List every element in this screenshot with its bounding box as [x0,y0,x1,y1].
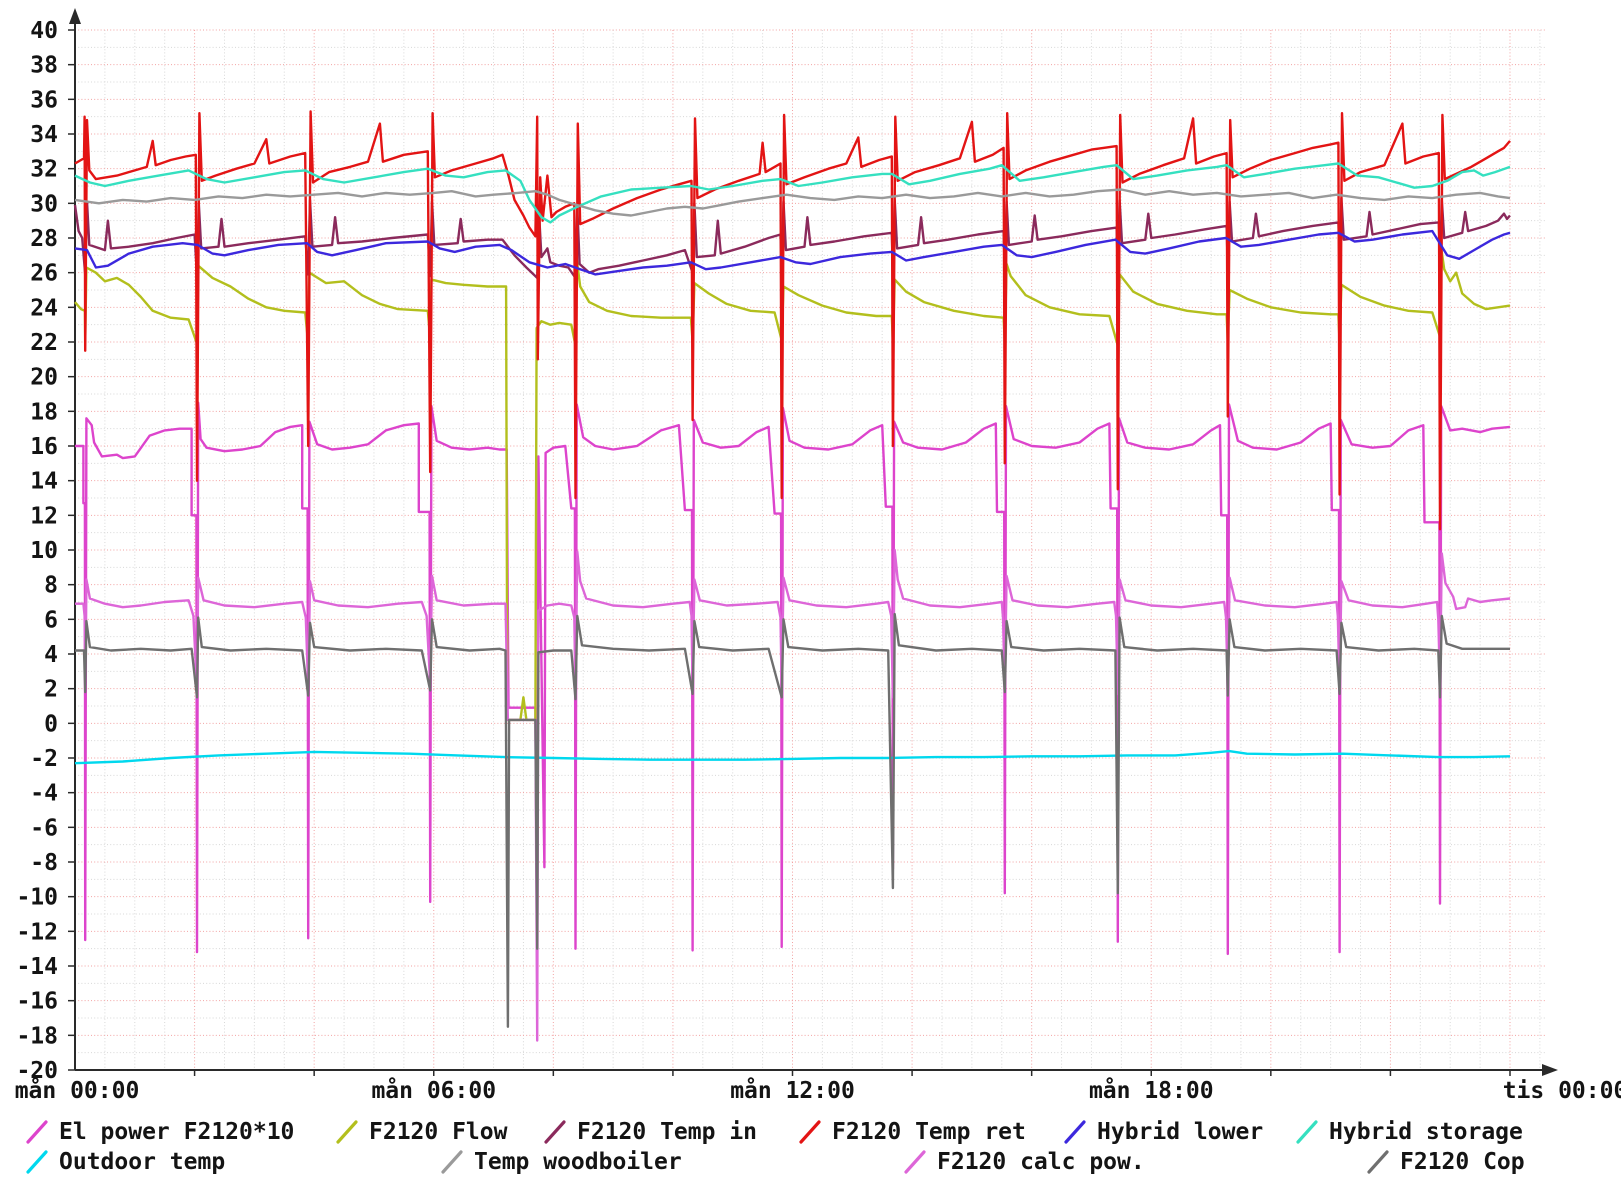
x-tick-label: mån 12:00 [730,1077,855,1104]
legend-item-outdoor_temp: Outdoor temp [25,1147,225,1177]
y-tick-label: 24 [30,295,58,321]
y-tick-label: 2 [44,677,58,703]
grid-minor [75,30,1545,1070]
series-flow [74,250,1511,722]
legend-label: F2120 Temp in [577,1119,758,1145]
y-tick-label: -8 [30,850,58,876]
legend-swatch-icon [26,1150,48,1174]
y-tick-label: 6 [44,607,58,633]
series-temp_ret [74,110,1511,531]
legend-swatch-icon [904,1150,926,1174]
legend-label: Hybrid lower [1097,1119,1264,1145]
y-tick-label: -12 [16,919,58,945]
x-tick-label: tis 00:00 [1503,1078,1621,1104]
legend-label: Outdoor temp [59,1149,226,1175]
y-tick-labels: 4038363432302826242220181614121086420-2-… [16,18,58,1084]
legend-label: F2120 Temp ret [832,1119,1026,1145]
y-tick-label: -14 [16,954,58,980]
y-tick-label: -10 [16,885,58,911]
y-tick-label: 0 [44,711,58,737]
series-el_power [75,401,1511,968]
x-tick-labels: mån 00:00 mån 06:00 mån 12:00 mån 18:00 tis … [15,1077,1621,1104]
series-outdoor_temp [74,749,1511,765]
y-tick-label: 30 [30,191,58,217]
legend-label: El power F2120*10 [59,1119,295,1145]
y-tick-label: 16 [30,434,58,460]
y-tick-label: 34 [30,122,58,148]
series-temp_in [73,196,1511,280]
y-tick-label: 4 [44,642,58,668]
y-tick-label: 8 [44,573,58,599]
y-tick-label: 32 [30,157,58,183]
y-tick-label: 36 [30,87,58,113]
y-tick-label: 40 [30,18,58,44]
series-temp_woodboiler [74,188,1511,217]
legend-label: F2120 Flow [369,1119,508,1145]
x-tick-label: mån 00:00 [15,1077,140,1104]
legend-label: F2120 Cop [1400,1149,1525,1175]
legend-item-temp_ret: F2120 Temp ret [798,1117,1026,1147]
legend-item-hybrid_storage: Hybrid storage [1295,1117,1523,1147]
y-tick-label: 18 [30,399,58,425]
legend-swatch-icon [441,1150,463,1174]
y-tick-label: 38 [30,53,58,79]
y-tick-label: -18 [16,1023,58,1049]
legend-swatch-icon [1296,1120,1318,1144]
y-tick-label: 20 [30,365,58,391]
legend-item-el_power: El power F2120*10 [25,1117,294,1147]
y-tick-label: -20 [16,1058,58,1084]
y-tick-label: 22 [30,330,58,356]
legend-item-calc_pow: F2120 calc pow. [903,1147,1145,1177]
legend-swatch-icon [336,1120,358,1144]
y-tick-label: -16 [16,989,58,1015]
axes [68,18,1550,1076]
legend-item-temp_woodboiler: Temp woodboiler [440,1147,682,1177]
series-group [73,110,1511,1042]
y-tick-label: -2 [30,746,58,772]
series-hybrid_lower [74,229,1511,276]
grid-major [75,29,1545,1071]
legend-swatch-icon [544,1120,566,1144]
legend-item-flow: F2120 Flow [335,1117,507,1147]
y-tick-label: -4 [30,781,58,807]
legend-label: F2120 calc pow. [937,1149,1145,1175]
y-tick-label: -6 [30,815,58,841]
y-tick-label: 12 [30,503,58,529]
y-tick-label: 28 [30,226,58,252]
legend-swatch-icon [1367,1150,1389,1174]
legend-swatch-icon [799,1120,821,1144]
legend-label: Temp woodboiler [474,1149,682,1175]
y-tick-label: 14 [30,469,58,495]
x-axis-arrow-icon [1542,1064,1558,1076]
legend-swatch-icon [26,1120,48,1144]
legend-item-hybrid_lower: Hybrid lower [1063,1117,1263,1147]
legend-label: Hybrid storage [1329,1119,1523,1145]
legend-item-cop: F2120 Cop [1366,1147,1525,1177]
series-cop [75,612,1510,1028]
legend-swatch-icon [1064,1120,1086,1144]
y-tick-label: 10 [30,538,58,564]
x-tick-label: mån 18:00 [1089,1077,1214,1104]
y-axis-arrow-icon [69,8,81,24]
series-hybrid_storage [74,162,1511,224]
x-tick-label: mån 06:00 [371,1077,496,1104]
legend-item-temp_in: F2120 Temp in [543,1117,757,1147]
y-tick-label: 26 [30,261,58,287]
